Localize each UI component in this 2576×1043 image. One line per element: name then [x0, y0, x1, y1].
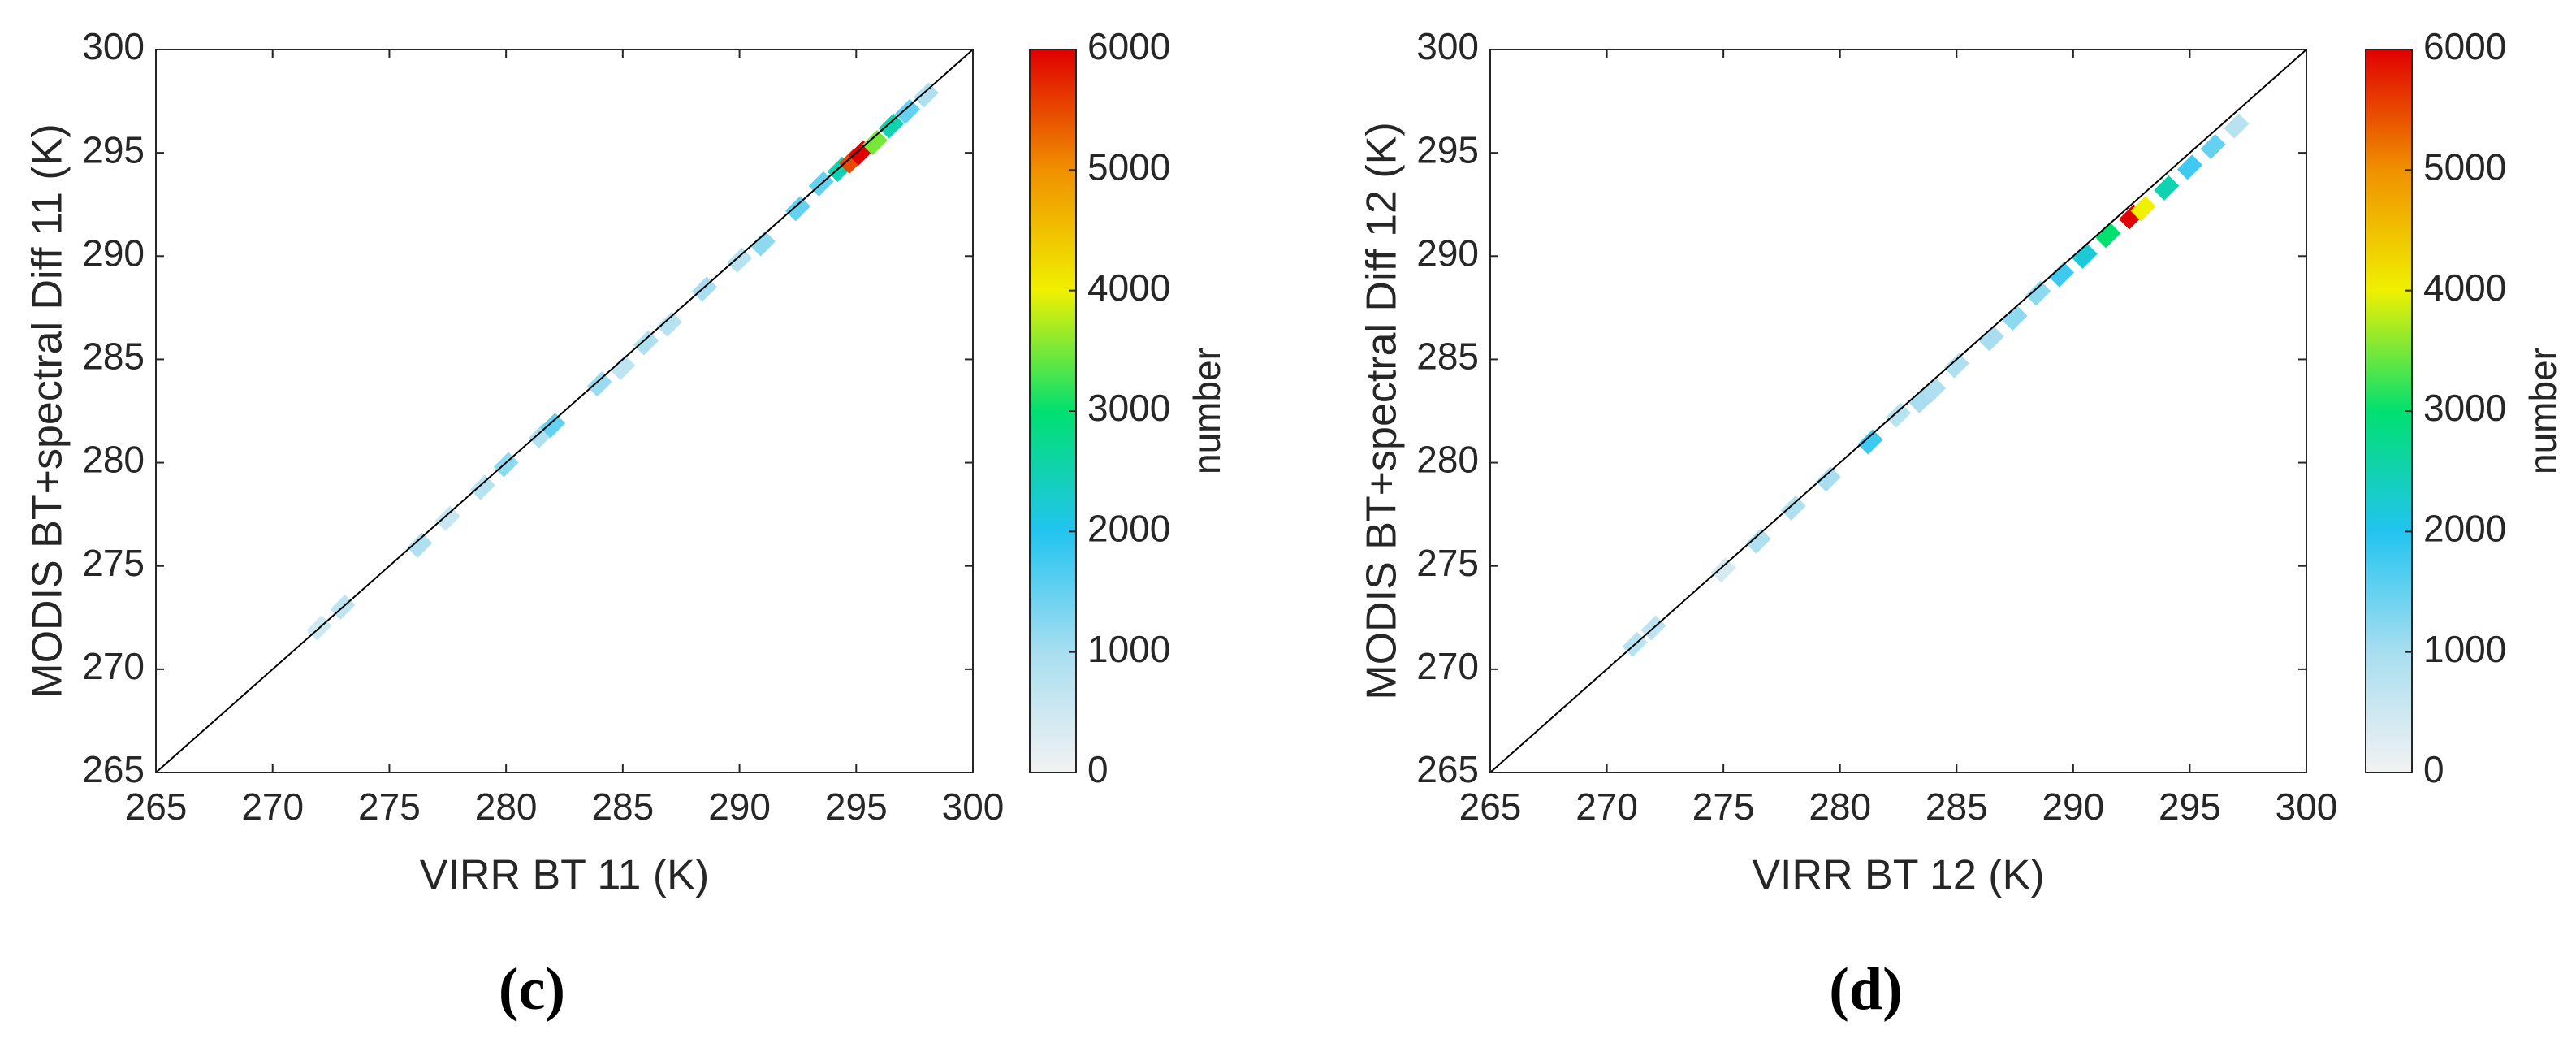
density-cell	[2224, 113, 2250, 139]
panel-label: (c)	[499, 956, 565, 1023]
x-tick-label: 285	[591, 785, 654, 828]
x-tick-label: 270	[241, 785, 304, 828]
colorbar-label: number	[2522, 348, 2564, 474]
x-tick-label: 265	[125, 785, 188, 828]
density-cell	[1780, 495, 1806, 522]
density-cell	[493, 452, 519, 478]
density-cell	[633, 330, 659, 356]
density-cell	[750, 231, 776, 257]
density-cell	[784, 196, 810, 222]
colorbar-tick-label: 2000	[1087, 507, 1170, 549]
colorbar-tick-label: 4000	[1087, 266, 1170, 309]
y-tick-label: 265	[1416, 748, 1479, 790]
density-cell	[691, 276, 718, 302]
colorbar-tick-label: 3000	[1087, 387, 1170, 429]
density-cell	[2025, 280, 2051, 306]
y-tick-label: 265	[82, 748, 145, 790]
colorbar-tick-label: 1000	[2423, 628, 2506, 670]
x-tick-label: 275	[1692, 785, 1755, 828]
density-cell	[2176, 154, 2202, 180]
density-cell	[1710, 557, 1736, 583]
x-tick-label: 300	[2276, 785, 2338, 828]
density-cell	[2095, 223, 2121, 249]
colorbar-tick-label: 0	[2423, 748, 2444, 790]
x-tick-label: 295	[825, 785, 888, 828]
density-cell	[2072, 243, 2098, 269]
x-tick-label: 290	[2042, 785, 2104, 828]
y-tick-label: 285	[1416, 335, 1479, 378]
y-tick-label: 275	[1416, 542, 1479, 584]
density-cell	[2154, 175, 2180, 201]
colorbar-tick-label: 3000	[2423, 387, 2506, 429]
density-cell	[2002, 305, 2028, 331]
colorbar-tick-label: 5000	[1087, 145, 1170, 188]
y-tick-label: 270	[1416, 645, 1479, 687]
x-tick-label: 280	[1809, 785, 1871, 828]
y-tick-label: 275	[82, 542, 145, 584]
density-cell	[586, 371, 612, 397]
y-tick-label: 285	[82, 335, 145, 378]
colorbar-tick-label: 0	[1087, 748, 1109, 790]
x-tick-label: 290	[708, 785, 771, 828]
colorbar-tick-label: 6000	[2423, 25, 2506, 67]
y-tick-label: 300	[82, 25, 145, 67]
density-cell	[469, 474, 495, 500]
y-tick-label: 290	[1416, 232, 1479, 274]
x-tick-label: 265	[1459, 785, 1522, 828]
density-cell	[656, 311, 682, 337]
density-cell	[1943, 353, 1969, 379]
y-tick-label: 280	[82, 439, 145, 481]
x-tick-label: 280	[475, 785, 538, 828]
y-tick-label: 295	[1416, 128, 1479, 171]
colorbar-tick-label: 2000	[2423, 507, 2506, 549]
y-tick-label: 295	[82, 128, 145, 171]
x-tick-label: 275	[358, 785, 421, 828]
x-tick-label: 295	[2159, 785, 2221, 828]
density-cell	[894, 98, 921, 124]
y-axis-label: MODIS BT+spectral Diff 12 (K)	[1359, 122, 1406, 699]
density-cell	[1885, 402, 1912, 428]
density-cell	[2130, 196, 2156, 222]
y-axis-label: MODIS BT+spectral Diff 11 (K)	[24, 123, 71, 698]
y-tick-label: 290	[82, 232, 145, 274]
colorbar-tick-label: 1000	[1087, 628, 1170, 670]
y-tick-label: 300	[1416, 25, 1479, 67]
axes-box	[155, 49, 974, 773]
panel-label: (d)	[1829, 956, 1902, 1023]
density-cell	[434, 505, 460, 531]
density-cell	[862, 129, 888, 155]
x-tick-label: 300	[942, 785, 1005, 828]
density-cell	[610, 355, 636, 381]
colorbar-label: number	[1186, 348, 1228, 474]
axes-box	[1489, 49, 2307, 773]
colorbar-tick-label: 6000	[1087, 25, 1170, 67]
x-axis-label: VIRR BT 12 (K)	[1752, 852, 2044, 899]
x-tick-label: 270	[1575, 785, 1638, 828]
density-cell	[2048, 262, 2075, 288]
y-tick-label: 280	[1416, 439, 1479, 481]
colorbar	[2365, 49, 2413, 773]
density-cell	[913, 82, 940, 108]
y-tick-label: 270	[82, 645, 145, 687]
density-cell	[407, 532, 433, 558]
colorbar-tick-label: 5000	[2423, 145, 2506, 188]
density-cell	[1857, 429, 1883, 455]
density-cell	[878, 113, 904, 139]
colorbar-tick-label: 4000	[2423, 266, 2506, 309]
density-cell	[1978, 326, 2004, 352]
density-cell	[2200, 133, 2226, 160]
one-to-one-line	[155, 49, 974, 773]
density-cell	[1815, 466, 1841, 492]
density-cell	[1745, 528, 1771, 554]
x-axis-label: VIRR BT 11 (K)	[420, 852, 709, 899]
one-to-one-line	[1489, 49, 2307, 773]
density-cell	[1921, 378, 1947, 404]
x-tick-label: 285	[1926, 785, 1988, 828]
density-cell	[540, 413, 566, 439]
density-cell	[727, 247, 753, 273]
